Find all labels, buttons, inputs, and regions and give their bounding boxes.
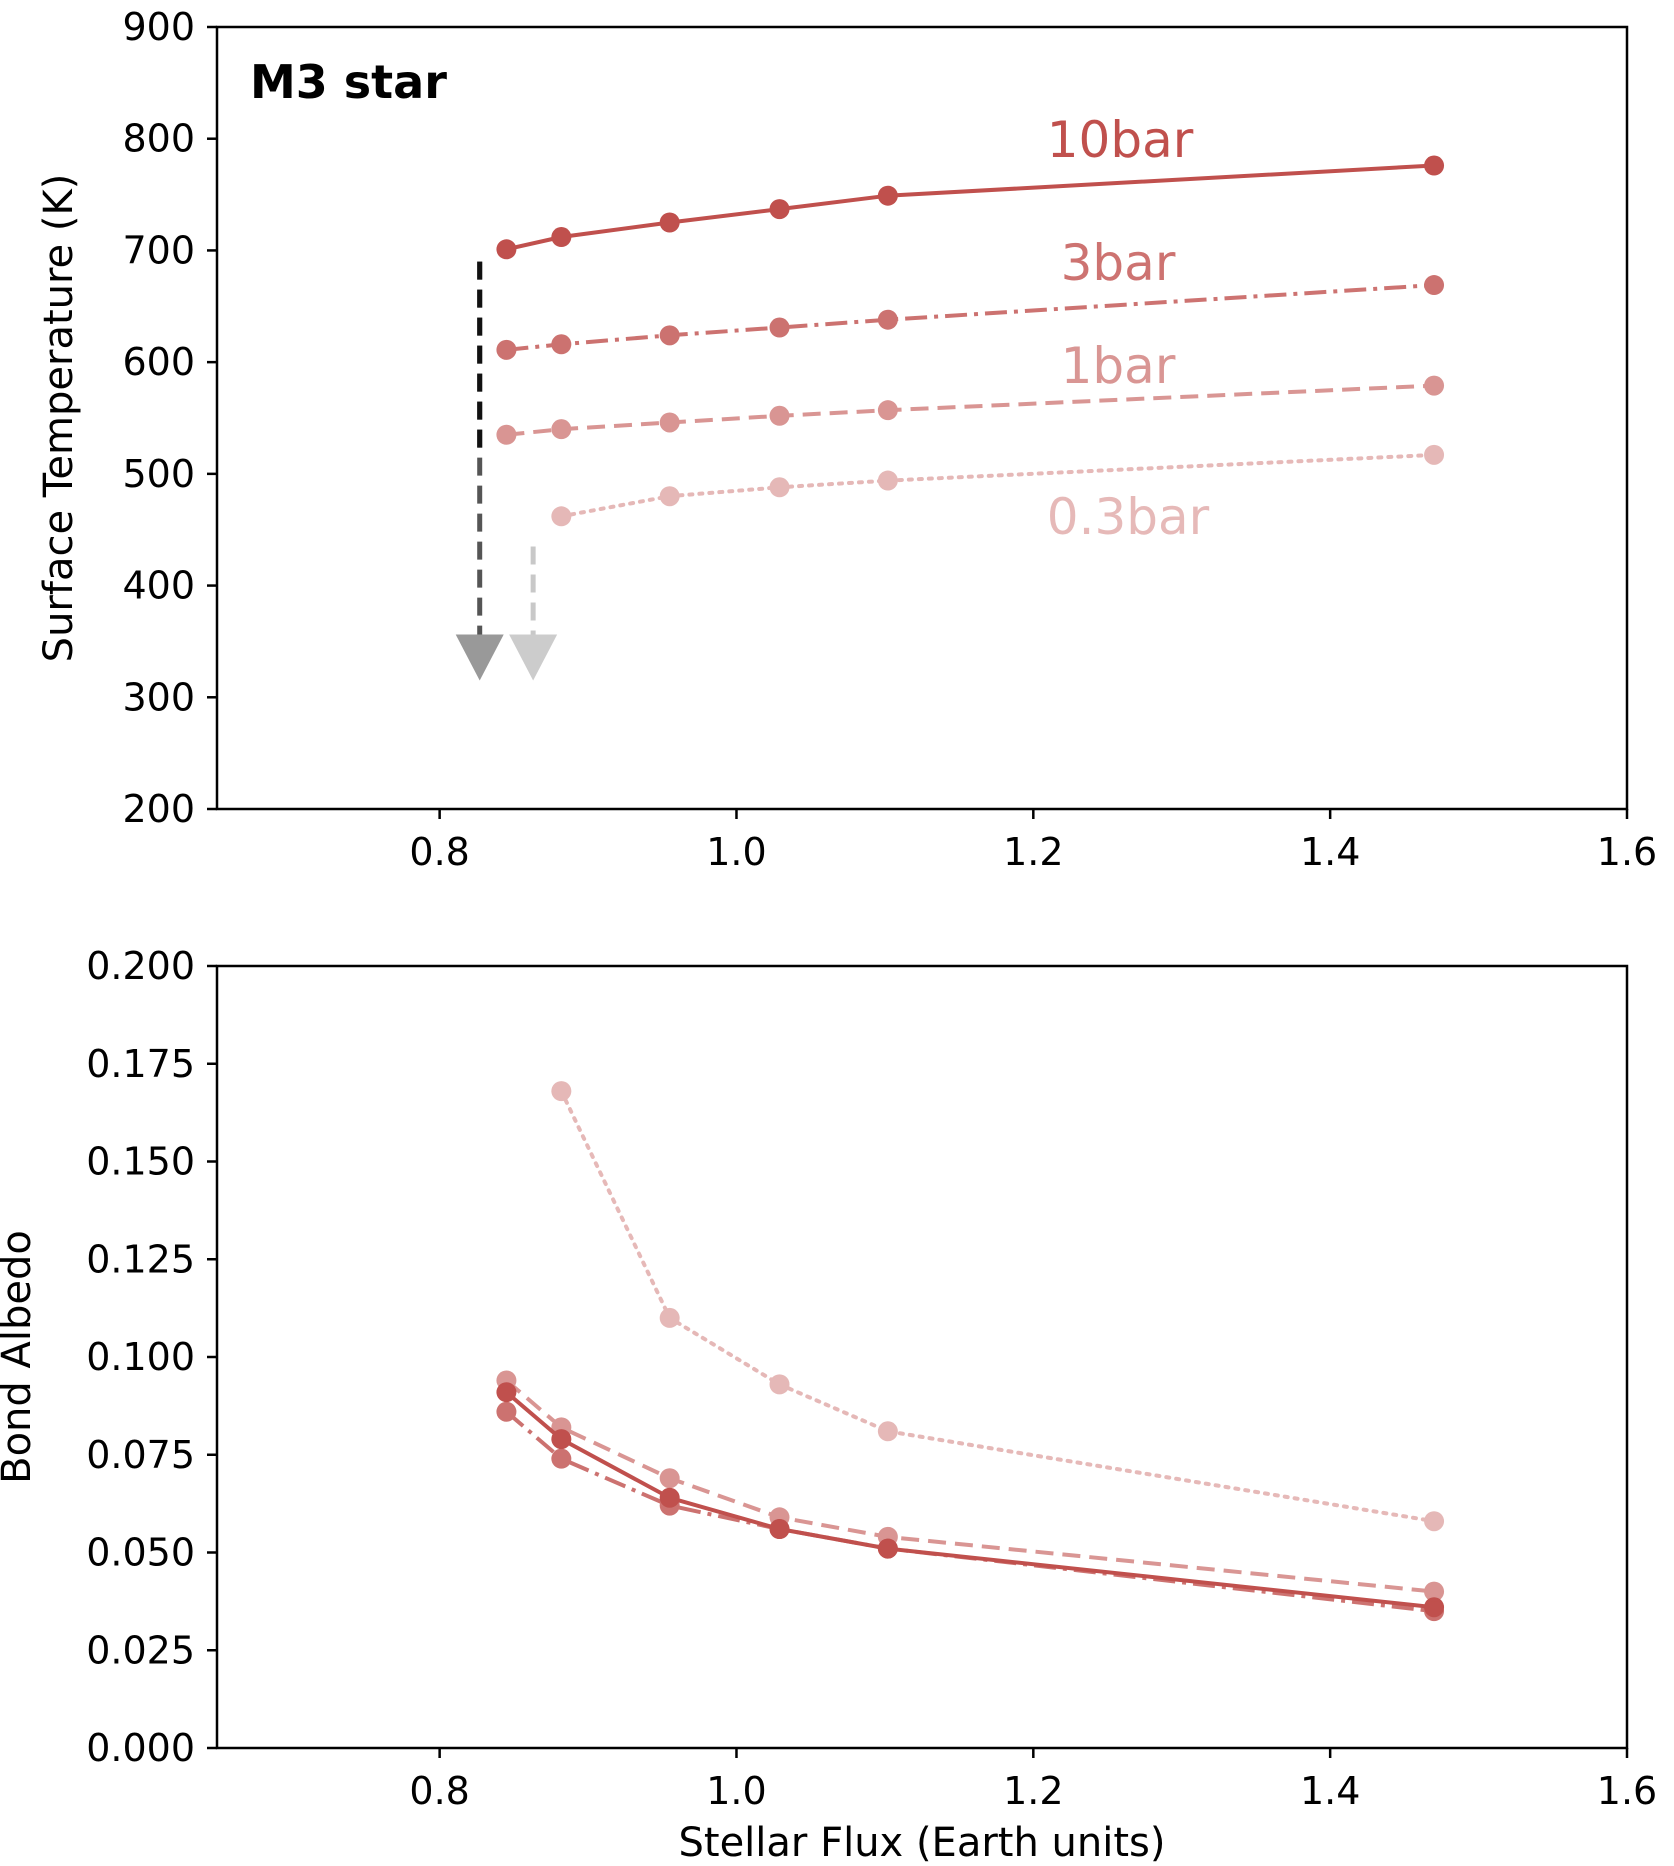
data-point (551, 1081, 572, 1102)
x-tick-label: 0.8 (409, 830, 469, 874)
series-line (559, 1089, 1437, 1524)
data-point (551, 227, 572, 248)
x-tick-label: 1.6 (1597, 1769, 1657, 1813)
data-point (1424, 1581, 1445, 1602)
x-tick-label: 1.4 (1300, 830, 1360, 874)
y-tick-label: 0.100 (86, 1335, 195, 1379)
data-point (769, 1374, 790, 1395)
x-tick-label: 1.0 (706, 1769, 766, 1813)
series-line (505, 1378, 1435, 1594)
data-point (1424, 1511, 1445, 1532)
data-point (659, 1495, 680, 1516)
temperature-plot-frame (215, 25, 1629, 811)
data-point (769, 199, 790, 220)
data-point (769, 317, 790, 338)
data-point (496, 424, 517, 445)
data-point (877, 309, 898, 330)
data-point (551, 419, 572, 440)
y-tick-label: 0.200 (86, 944, 195, 988)
data-point (1424, 275, 1445, 296)
data-point (551, 506, 572, 527)
data-point (659, 486, 680, 507)
data-point (1424, 375, 1445, 396)
series-label: 0.3bar (1047, 488, 1210, 546)
x-tick-label: 1.6 (1597, 830, 1657, 874)
temperature-panel: 0.8 1.0 1.2 1.4 1.6 200 300 400 500 600 700 800 900… (36, 5, 1657, 874)
y-tick-label: 0.150 (86, 1140, 195, 1184)
y-tick-label: 200 (122, 787, 195, 831)
series-0_3bar (551, 1081, 1445, 1532)
y-tick-label: 0.050 (86, 1531, 195, 1575)
series-3bar (496, 275, 1445, 360)
series-line (506, 383, 1435, 437)
y-tick-label: 800 (122, 117, 195, 161)
data-point (659, 1468, 680, 1489)
data-point (551, 334, 572, 355)
y-tick-label: 400 (122, 564, 195, 608)
data-point (877, 470, 898, 491)
data-point (877, 185, 898, 206)
data-point (877, 1526, 898, 1547)
y-axis-label: Surface Temperature (K) (36, 174, 82, 663)
data-point (659, 1307, 680, 1328)
data-point (496, 1401, 517, 1422)
series-label: 10bar (1047, 111, 1194, 169)
y-tick-label: 300 (122, 675, 195, 719)
data-point (659, 412, 680, 433)
y-axis-label: Bond Albedo (0, 1230, 40, 1484)
data-point (1424, 155, 1445, 176)
x-tick-label: 1.4 (1300, 1769, 1360, 1813)
y-tick-label: 0.025 (86, 1628, 195, 1672)
x-tick-label: 1.0 (706, 830, 766, 874)
albedo-panel: 0.8 1.0 1.2 1.4 1.6 0.000 0.025 0.050 0.075 0.10… (0, 944, 1657, 1866)
data-point (496, 239, 517, 260)
series-line (506, 283, 1435, 352)
data-point (551, 1417, 572, 1438)
series-label: 1bar (1061, 337, 1176, 395)
y-tick-label: 0.000 (86, 1726, 195, 1770)
series-10bar (496, 155, 1445, 260)
series-line (559, 452, 1437, 519)
series-0_3bar (551, 444, 1445, 527)
data-point (769, 405, 790, 426)
x-tick-label: 0.8 (409, 1769, 469, 1813)
x-tick-label: 1.2 (1003, 1769, 1063, 1813)
data-point (769, 1507, 790, 1528)
data-point (1424, 1601, 1445, 1622)
data-point (769, 477, 790, 498)
data-point (659, 325, 680, 346)
data-point (1424, 444, 1445, 465)
arrow-head (455, 634, 504, 681)
data-point (496, 339, 517, 360)
series-10bar (496, 1382, 1445, 1618)
series-3bar (496, 1401, 1445, 1622)
series-label: 3bar (1061, 234, 1176, 292)
x-axis-label: Stellar Flux (Earth units) (679, 1820, 1166, 1866)
y-tick-label: 900 (122, 5, 195, 49)
data-point (659, 212, 680, 233)
data-point (877, 1421, 898, 1442)
data-point (551, 1448, 572, 1469)
y-tick-label: 700 (122, 228, 195, 272)
series-1bar (496, 1370, 1445, 1602)
y-tick-label: 500 (122, 452, 195, 496)
albedo-plot-frame (215, 964, 1629, 1750)
panel-title: M3 star (250, 55, 447, 109)
series-1bar (496, 375, 1445, 445)
x-tick-label: 1.2 (1003, 830, 1063, 874)
data-point (496, 1370, 517, 1391)
series-line (505, 1410, 1435, 1614)
y-tick-label: 600 (122, 340, 195, 384)
y-tick-label: 0.075 (86, 1433, 195, 1477)
y-tick-label: 0.175 (86, 1042, 195, 1086)
arrow-head (509, 634, 558, 681)
data-point (877, 400, 898, 421)
series-line (505, 163, 1435, 252)
y-tick-label: 0.125 (86, 1237, 195, 1281)
